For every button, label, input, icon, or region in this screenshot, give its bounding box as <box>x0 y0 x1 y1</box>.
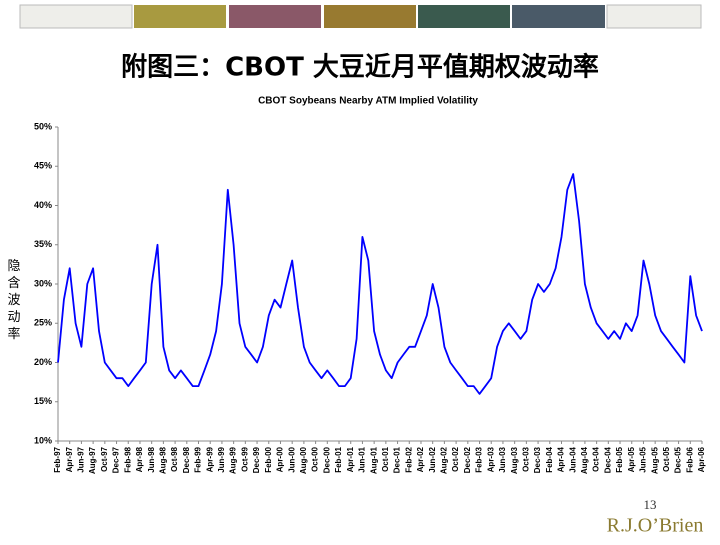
x-tick-label: Dec-01 <box>393 446 402 473</box>
y-tick-label: 30% <box>34 278 52 288</box>
x-tick-label: Jun-98 <box>147 446 156 472</box>
y-tick-label: 25% <box>34 318 52 328</box>
y-tick-label: 50% <box>34 121 52 131</box>
x-tick-label: Feb-01 <box>334 446 343 472</box>
x-tick-label: Aug-97 <box>88 446 97 474</box>
deco-bar <box>134 5 226 28</box>
x-tick-label: Aug-98 <box>158 446 167 474</box>
x-tick-label: Feb-00 <box>264 446 273 472</box>
x-tick-label: Jun-02 <box>428 446 437 472</box>
x-tick-label: Oct-98 <box>170 446 179 471</box>
x-tick-label: Feb-03 <box>475 446 484 472</box>
slide-title: 附图三：CBOT 大豆近月平值期权波动率 <box>121 52 599 83</box>
deco-bar <box>606 4 702 29</box>
deco-bar <box>512 5 605 28</box>
y-tick-label: 40% <box>34 200 52 210</box>
x-tick-label: Oct-02 <box>451 446 460 471</box>
x-tick-label: Aug-00 <box>299 446 308 474</box>
x-tick-label: Aug-99 <box>229 446 238 474</box>
series-line <box>57 173 703 395</box>
x-tick-label: Jun-97 <box>77 446 86 472</box>
x-tick-label: Apr-03 <box>486 446 495 472</box>
x-tick-label: Apr-97 <box>65 446 74 472</box>
x-tick-label: Aug-01 <box>369 446 378 474</box>
logo: R.J.O’Brien <box>607 515 704 537</box>
x-tick-label: Feb-97 <box>53 446 62 472</box>
x-tick-label: Dec-02 <box>463 446 472 473</box>
x-tick-label: Dec-05 <box>674 446 683 473</box>
y-tick-label: 45% <box>34 161 52 171</box>
x-tick-label: Apr-01 <box>346 446 355 472</box>
x-tick-label: Aug-04 <box>580 446 589 474</box>
deco-bar <box>418 5 510 28</box>
x-tick-label: Apr-99 <box>205 446 214 472</box>
x-tick-label: Jun-99 <box>217 446 226 472</box>
x-tick-label: Jun-04 <box>568 446 577 472</box>
chart-title: CBOT Soybeans Nearby ATM Implied Volatil… <box>258 96 478 107</box>
x-tick-label: Aug-02 <box>440 446 449 474</box>
x-tick-label: Aug-03 <box>510 446 519 474</box>
y-axis-label: 隐含波动率 <box>7 259 20 342</box>
y-tick-label: 15% <box>34 396 52 406</box>
x-tick-label: Feb-06 <box>685 446 694 472</box>
x-tick-label: Apr-98 <box>135 446 144 472</box>
x-tick-label: Jun-00 <box>287 446 296 472</box>
x-tick-label: Feb-04 <box>545 446 554 472</box>
y-tick-label: 10% <box>34 435 52 445</box>
x-tick-label: Apr-00 <box>276 446 285 472</box>
x-tick-label: Dec-00 <box>322 446 331 473</box>
x-tick-label: Oct-99 <box>240 446 249 471</box>
x-tick-label: Oct-01 <box>381 446 390 471</box>
x-tick-label: Feb-99 <box>194 446 203 472</box>
y-tick-label: 20% <box>34 357 52 367</box>
x-tick-label: Feb-02 <box>404 446 413 472</box>
x-tick-label: Oct-03 <box>521 446 530 471</box>
x-tick-label: Feb-05 <box>615 446 624 472</box>
x-tick-label: Jun-01 <box>358 446 367 472</box>
x-tick-label: Apr-02 <box>416 446 425 472</box>
page-number: 13 <box>644 497 657 512</box>
x-tick-label: Jun-03 <box>498 446 507 472</box>
x-tick-label: Dec-97 <box>112 446 121 473</box>
deco-bar <box>229 5 321 28</box>
x-tick-label: Dec-99 <box>252 446 261 473</box>
x-tick-label: Apr-06 <box>697 446 706 472</box>
deco-bar <box>324 5 416 28</box>
y-tick-label: 35% <box>34 239 52 249</box>
x-tick-label: Dec-03 <box>533 446 542 473</box>
x-tick-label: Jun-05 <box>639 446 648 472</box>
deco-bar <box>19 4 133 29</box>
x-tick-label: Oct-97 <box>100 446 109 471</box>
x-tick-label: Dec-04 <box>603 446 612 473</box>
x-tick-label: Oct-05 <box>662 446 671 471</box>
x-tick-label: Apr-05 <box>627 446 636 472</box>
x-tick-label: Oct-00 <box>311 446 320 471</box>
x-tick-label: Oct-04 <box>592 446 601 471</box>
x-tick-label: Dec-98 <box>182 446 191 473</box>
x-tick-label: Feb-98 <box>123 446 132 472</box>
x-tick-label: Apr-04 <box>557 446 566 472</box>
x-tick-label: Aug-05 <box>650 446 659 474</box>
